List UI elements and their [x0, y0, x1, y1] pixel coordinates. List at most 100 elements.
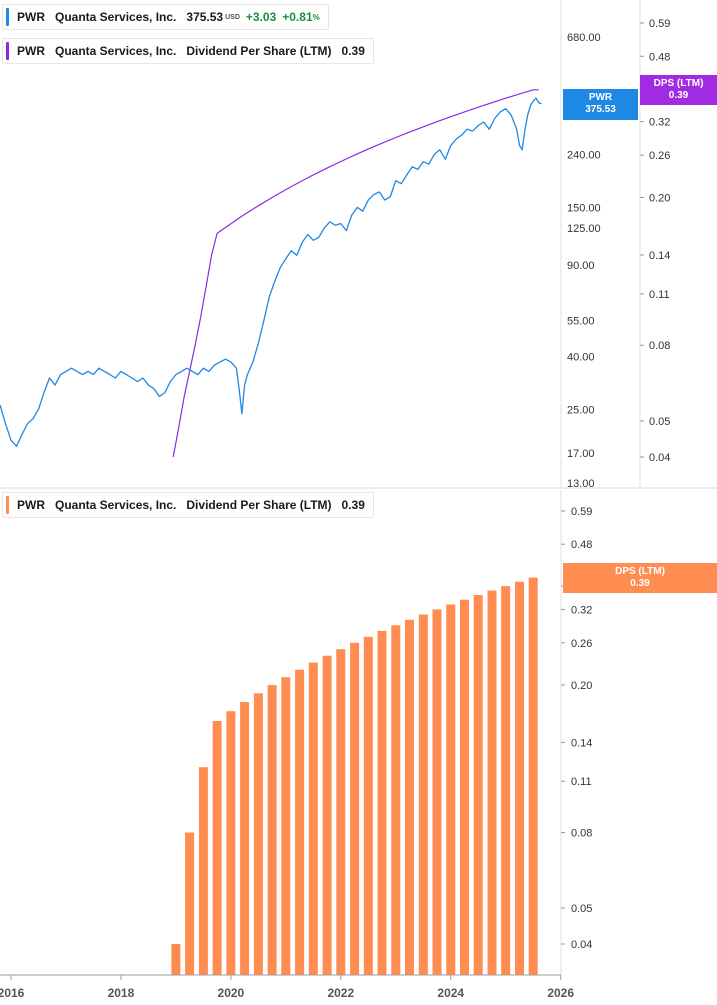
dps-bar [446, 604, 456, 975]
dps-bar [308, 662, 318, 975]
bar-y-tick-label: 0.05 [571, 903, 592, 915]
price-legend-change: +3.03 [245, 10, 277, 24]
dps-bottom-value-badge: DPS (LTM) 0.39 [563, 563, 717, 593]
bar-y-tick-label: 0.32 [571, 604, 592, 616]
dps-y-tick-label: 0.08 [649, 340, 670, 352]
dps-top-value-badge: DPS (LTM) 0.39 [640, 75, 717, 105]
price-legend-currency: USD [225, 13, 240, 21]
price-badge-label: PWR [588, 92, 613, 103]
dps-bar [487, 590, 497, 975]
dps-bar [405, 619, 414, 975]
dps-top-badge-value: 0.39 [668, 90, 689, 101]
dps-bar [240, 702, 250, 975]
price-legend-pct-sign: % [312, 12, 320, 22]
bar-y-tick-label: 0.08 [571, 827, 592, 839]
dps-series-line [172, 89, 539, 458]
dps-bar [253, 693, 263, 975]
dps-top-legend-value: 0.39 [341, 44, 365, 58]
dps-bar [226, 711, 236, 975]
price-y-tick-label: 17.00 [567, 448, 595, 460]
price-y-tick-label: 680.00 [567, 32, 601, 44]
price-y-tick-label: 150.00 [567, 202, 601, 214]
dps-bar [501, 586, 511, 975]
dps-bar [515, 581, 524, 975]
dps-bar [267, 685, 277, 975]
bar-y-tick-label: 0.11 [571, 776, 592, 788]
dps-bottom-legend-swatch [6, 496, 9, 514]
price-y-tick-label: 40.00 [567, 351, 595, 363]
dps-top-legend-metric: Dividend Per Share (LTM) [186, 44, 332, 58]
bar-y-tick-label: 0.04 [571, 939, 592, 951]
price-badge-value: 375.53 [585, 104, 616, 115]
dps-bottom-legend-company: Quanta Services, Inc. [55, 498, 177, 512]
bar-y-tick-label: 0.59 [571, 506, 592, 518]
price-y-tick-label: 13.00 [567, 478, 595, 490]
price-y-tick-label: 55.00 [567, 315, 595, 327]
dps-bottom-legend-value: 0.39 [341, 498, 365, 512]
dps-bar [212, 721, 222, 975]
x-tick-label: 2016 [0, 986, 25, 1000]
dps-top-legend-company: Quanta Services, Inc. [55, 44, 177, 58]
dps-bar [350, 642, 360, 975]
price-legend[interactable]: PWR Quanta Services, Inc. 375.53 USD +3.… [2, 4, 329, 30]
bar-y-tick-label: 0.20 [571, 680, 592, 692]
price-value-badge: PWR 375.53 [563, 89, 638, 120]
dps-y-tick-label: 0.26 [649, 150, 670, 162]
x-tick-label: 2024 [437, 986, 464, 1000]
x-tick-label: 2018 [108, 986, 135, 1000]
dps-bar [281, 677, 291, 975]
dps-bar [391, 625, 401, 975]
dps-bottom-legend-metric: Dividend Per Share (LTM) [186, 498, 332, 512]
dps-bottom-badge-value: 0.39 [630, 578, 650, 589]
price-line-layer [0, 97, 542, 447]
price-y-tick-label: 240.00 [567, 149, 601, 161]
dps-bottom-badge-label: DPS (LTM) [615, 566, 665, 577]
price-legend-price: 375.53 [186, 10, 224, 24]
dps-bar [322, 655, 332, 975]
dps-line-layer [172, 89, 539, 458]
dps-bar [336, 649, 346, 975]
dps-top-legend-swatch [6, 42, 9, 60]
dps-y-tick-label: 0.11 [649, 289, 670, 301]
dps-y-tick-label: 0.05 [649, 416, 670, 428]
bar-y-tick-label: 0.48 [571, 539, 592, 551]
dps-y-tick-label: 0.32 [649, 117, 670, 129]
price-y-tick-label: 25.00 [567, 404, 595, 416]
bar-y-tick-label: 0.26 [571, 638, 592, 650]
dps-y-tick-label: 0.59 [649, 18, 670, 30]
bar-y-tick-label: 0.14 [571, 737, 592, 749]
price-legend-swatch [6, 8, 9, 26]
dps-bottom-legend[interactable]: PWR Quanta Services, Inc. Dividend Per S… [2, 492, 374, 518]
dps-top-legend-ticker: PWR [17, 44, 45, 58]
dps-y-tick-label: 0.20 [649, 192, 670, 204]
dps-bar [295, 669, 305, 975]
dps-bottom-legend-ticker: PWR [17, 498, 45, 512]
dps-y-tick-label: 0.04 [649, 452, 670, 464]
dps-y-tick-label: 0.48 [649, 51, 670, 63]
dps-bar [418, 614, 428, 975]
dps-bar [185, 832, 195, 975]
price-legend-ticker: PWR [17, 10, 45, 24]
dps-bar [363, 636, 373, 975]
x-tick-label: 2020 [218, 986, 245, 1000]
dps-bar [473, 595, 483, 975]
dps-bars-layer [171, 577, 538, 975]
dps-top-badge-label: DPS (LTM) [653, 78, 704, 89]
dps-bar [377, 630, 387, 975]
price-legend-change-pct: +0.81 [282, 10, 313, 24]
dps-bar [528, 577, 538, 975]
dps-top-legend[interactable]: PWR Quanta Services, Inc. Dividend Per S… [2, 38, 374, 64]
price-y-tick-label: 90.00 [567, 260, 595, 272]
price-y-tick-label: 125.00 [567, 223, 601, 235]
price-legend-company: Quanta Services, Inc. [55, 10, 177, 24]
price-series-line [0, 97, 542, 447]
dps-bar [460, 599, 469, 975]
dps-bar [171, 944, 181, 975]
dps-bar [198, 767, 208, 975]
dps-y-tick-label: 0.14 [649, 250, 670, 262]
x-tick-label: 2026 [547, 986, 574, 1000]
x-tick-label: 2022 [327, 986, 354, 1000]
dps-bar [432, 609, 442, 975]
